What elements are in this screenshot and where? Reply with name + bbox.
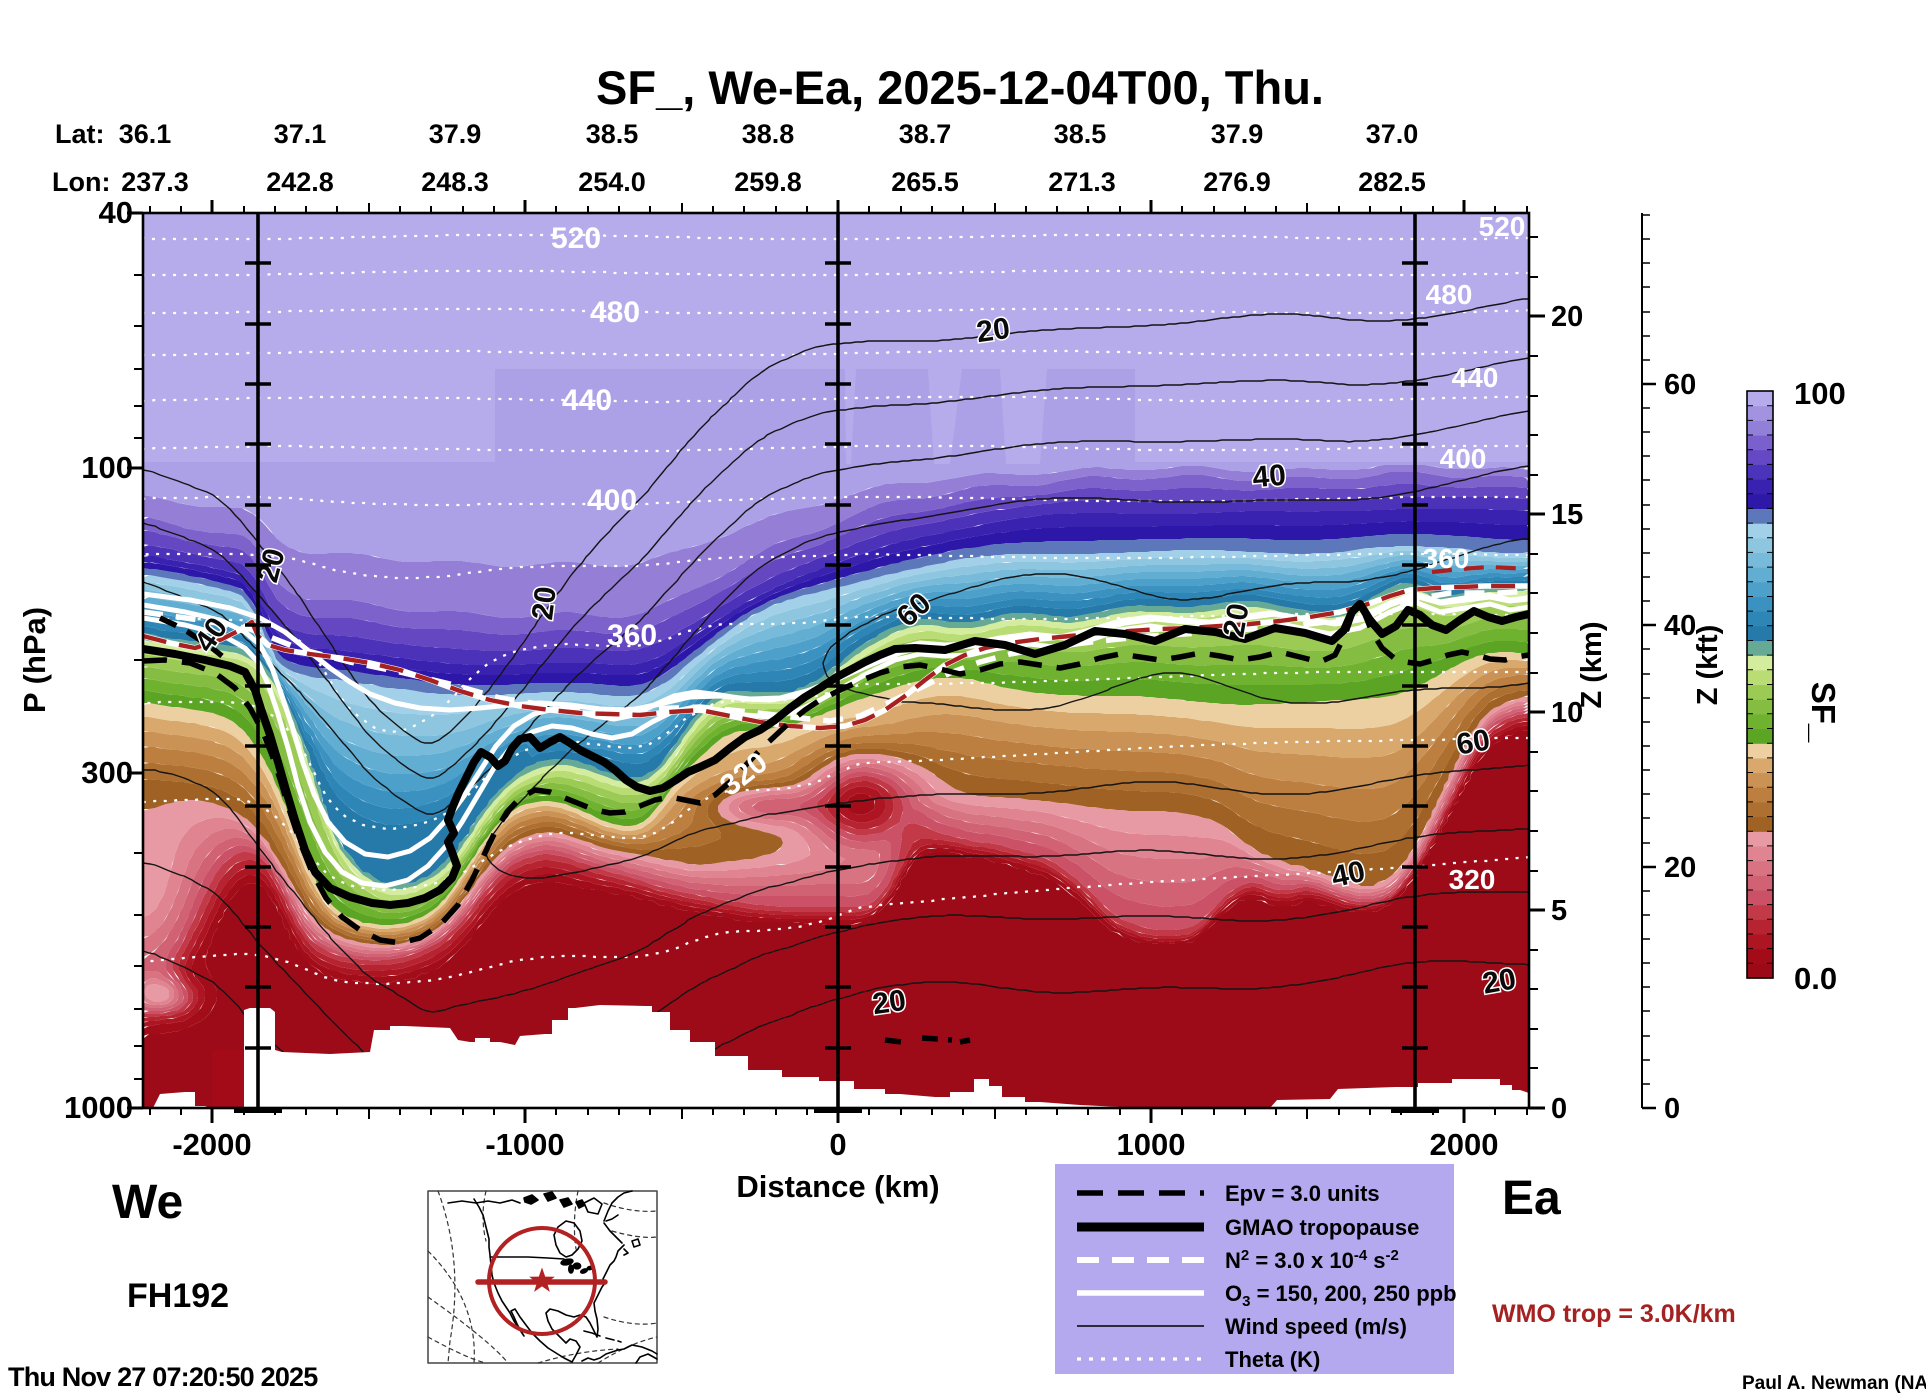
- svg-text:300: 300: [81, 755, 133, 790]
- svg-text:254.0: 254.0: [578, 167, 646, 197]
- svg-text:400: 400: [587, 484, 637, 517]
- svg-text:SF_, We-Ea, 2025-12-04T00, Thu: SF_, We-Ea, 2025-12-04T00, Thu.: [596, 61, 1324, 114]
- svg-text:38.5: 38.5: [1054, 119, 1107, 149]
- svg-text:Lat:: Lat:: [55, 119, 105, 149]
- svg-text:Ea: Ea: [1502, 1172, 1561, 1225]
- svg-text:20: 20: [1664, 852, 1696, 884]
- svg-text:400: 400: [1440, 443, 1487, 474]
- svg-text:0: 0: [1664, 1093, 1680, 1125]
- svg-text:Z (km): Z (km): [1576, 622, 1608, 709]
- svg-text:38.8: 38.8: [742, 119, 795, 149]
- svg-text:SF_: SF_: [1805, 682, 1842, 743]
- svg-text:10: 10: [1551, 697, 1583, 729]
- svg-text:38.5: 38.5: [586, 119, 639, 149]
- svg-text:15: 15: [1551, 499, 1583, 531]
- svg-text:5: 5: [1551, 895, 1567, 927]
- svg-text:0.0: 0.0: [1794, 961, 1837, 996]
- svg-text:O3 = 150, 200, 250 ppb: O3 = 150, 200, 250 ppb: [1225, 1281, 1457, 1310]
- svg-text:Paul A. Newman (NASA: Paul A. Newman (NASA: [1742, 1373, 1926, 1394]
- svg-text:360: 360: [1423, 543, 1470, 574]
- svg-text:36.1: 36.1: [119, 119, 172, 149]
- svg-text:GMAO tropopause: GMAO tropopause: [1225, 1215, 1419, 1240]
- svg-text:265.5: 265.5: [891, 167, 959, 197]
- svg-text:242.8: 242.8: [266, 167, 334, 197]
- svg-text:259.8: 259.8: [734, 167, 802, 197]
- svg-text:-1000: -1000: [485, 1127, 564, 1162]
- svg-text:We: We: [112, 1176, 183, 1229]
- svg-text:480: 480: [590, 296, 640, 329]
- svg-text:100: 100: [81, 450, 133, 485]
- svg-text:Thu Nov 27 07:20:50 2025: Thu Nov 27 07:20:50 2025: [8, 1362, 318, 1392]
- svg-text:0: 0: [829, 1127, 846, 1162]
- svg-text:276.9: 276.9: [1203, 167, 1271, 197]
- svg-text:40: 40: [1251, 459, 1287, 495]
- svg-text:248.3: 248.3: [421, 167, 489, 197]
- svg-text:480: 480: [1426, 279, 1473, 310]
- svg-text:37.9: 37.9: [429, 119, 482, 149]
- svg-text:1000: 1000: [64, 1090, 133, 1125]
- svg-text:20: 20: [1551, 301, 1583, 333]
- svg-text:271.3: 271.3: [1048, 167, 1116, 197]
- svg-text:38.7: 38.7: [899, 119, 952, 149]
- svg-text:Wind speed (m/s): Wind speed (m/s): [1225, 1314, 1407, 1339]
- svg-text:Epv = 3.0 units: Epv = 3.0 units: [1225, 1181, 1380, 1206]
- svg-text:20: 20: [974, 312, 1012, 349]
- svg-text:P (hPa): P (hPa): [17, 607, 52, 713]
- svg-text:440: 440: [562, 384, 612, 417]
- svg-text:37.1: 37.1: [274, 119, 327, 149]
- svg-text:520: 520: [1479, 211, 1526, 242]
- svg-text:360: 360: [607, 619, 657, 652]
- svg-text:320: 320: [1449, 864, 1496, 895]
- svg-text:WMO trop = 3.0K/km: WMO trop = 3.0K/km: [1492, 1300, 1736, 1328]
- svg-text:0: 0: [1551, 1093, 1567, 1125]
- svg-text:60: 60: [1454, 723, 1493, 761]
- svg-text:60: 60: [1664, 369, 1696, 401]
- svg-text:20: 20: [1217, 601, 1255, 640]
- svg-text:37.9: 37.9: [1211, 119, 1264, 149]
- svg-text:20: 20: [1480, 962, 1519, 1000]
- svg-text:FH192: FH192: [127, 1277, 229, 1315]
- svg-text:2000: 2000: [1430, 1127, 1499, 1162]
- svg-text:282.5: 282.5: [1358, 167, 1426, 197]
- svg-text:237.3: 237.3: [121, 167, 189, 197]
- svg-text:20: 20: [526, 585, 563, 622]
- svg-text:40: 40: [99, 195, 133, 230]
- svg-text:1000: 1000: [1117, 1127, 1186, 1162]
- svg-text:100: 100: [1794, 376, 1846, 411]
- svg-text:20: 20: [870, 984, 908, 1021]
- svg-text:37.0: 37.0: [1366, 119, 1419, 149]
- svg-text:Lon:: Lon:: [52, 167, 110, 197]
- svg-text:Theta (K): Theta (K): [1225, 1347, 1320, 1372]
- svg-text:40: 40: [1664, 610, 1696, 642]
- svg-text:520: 520: [551, 222, 601, 255]
- svg-text:Distance (km): Distance (km): [736, 1169, 939, 1204]
- svg-text:N2 = 3.0 x 10-4 s-2: N2 = 3.0 x 10-4 s-2: [1225, 1247, 1399, 1273]
- svg-text:-2000: -2000: [172, 1127, 251, 1162]
- svg-text:40: 40: [1329, 855, 1369, 894]
- svg-text:440: 440: [1452, 362, 1499, 393]
- svg-text:Z (kft): Z (kft): [1692, 625, 1724, 706]
